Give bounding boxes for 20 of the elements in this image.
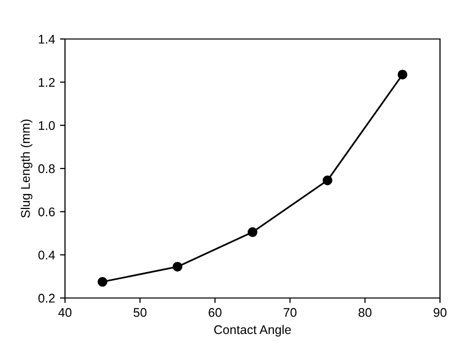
point	[322, 176, 332, 186]
y-tick-label: 1.0	[38, 121, 55, 130]
y-tick-label: 1.2	[38, 78, 55, 87]
x-tick-label: 90	[434, 308, 446, 317]
y-tick-label: 0.6	[38, 207, 55, 216]
x-tick-label: 80	[358, 308, 372, 317]
x-tick-label: 40	[58, 308, 72, 317]
point	[398, 70, 408, 80]
y-tick-label: 1.4	[38, 34, 55, 44]
point	[172, 262, 182, 272]
y-axis-title: Slug Length (mm)	[20, 120, 32, 218]
x-tick-label: 60	[208, 308, 222, 317]
y-tick-label: 0.4	[38, 250, 55, 260]
x-tick-label: 70	[284, 308, 296, 317]
y-tick-label: 0.2	[38, 294, 55, 303]
point	[248, 227, 258, 238]
y-tick-label: 0.8	[38, 164, 55, 174]
x-tick-label: 50	[134, 308, 146, 317]
point	[98, 276, 108, 287]
x-axis-title: Contact Angle	[214, 324, 291, 337]
